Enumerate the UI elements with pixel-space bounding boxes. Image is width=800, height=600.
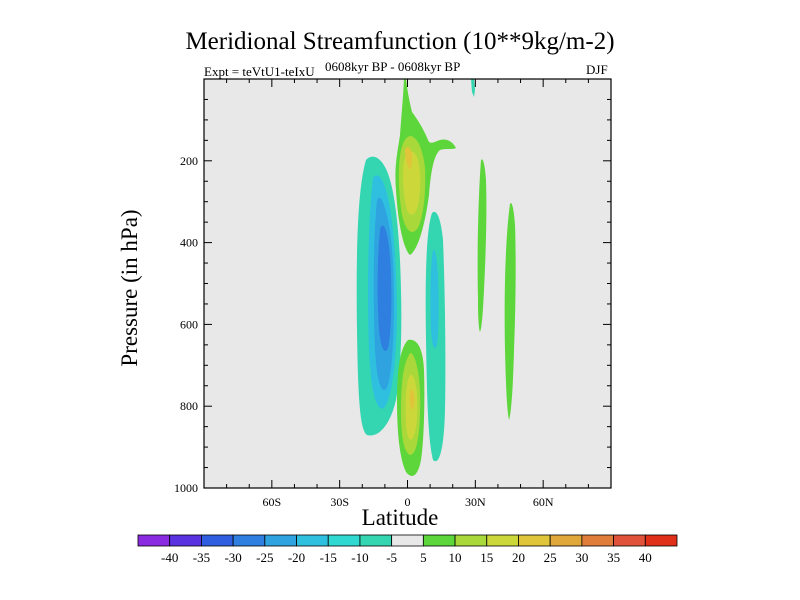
- y-tick-label: 1000: [174, 481, 198, 495]
- colorbar-swatch: [169, 534, 202, 547]
- colorbar-swatch: [613, 534, 646, 547]
- colorbar-label: -10: [351, 550, 368, 565]
- y-tick-label: 800: [180, 399, 198, 413]
- colorbar-label: 10: [449, 550, 462, 565]
- x-tick-label: 60N: [533, 495, 554, 509]
- colorbar-swatch: [422, 534, 456, 547]
- x-tick-label: 30N: [465, 495, 486, 509]
- lower-positive-cell: [397, 339, 425, 476]
- colorbar-label: 35: [607, 550, 620, 565]
- colorbar-swatch: [549, 534, 583, 547]
- season-label: DJF: [586, 62, 608, 77]
- period-label: 0608kyr BP - 0608kyr BP: [325, 59, 461, 74]
- colorbar-swatch: [454, 534, 488, 547]
- experiment-label: Expt = teVtU1-teIxU: [204, 64, 315, 79]
- colorbar-label: 5: [420, 550, 427, 565]
- colorbar: -40 -35 -30 -25 -20 -15 -10 -5 5 10 15 20 25 30 35 40: [137, 534, 678, 565]
- x-tick-label: 60S: [262, 495, 281, 509]
- southern-negative-cell: [356, 156, 402, 436]
- chart-title: Meridional Streamfunction (10**9kg/m-2): [185, 28, 615, 55]
- colorbar-label: -5: [386, 550, 397, 565]
- colorbar-swatch: [644, 534, 678, 547]
- colorbar-swatch: [359, 534, 393, 547]
- colorbar-swatch: [232, 534, 266, 547]
- colorbar-swatch: [327, 534, 361, 547]
- y-tick-label: 600: [180, 317, 198, 331]
- upper-positive-cell: [395, 79, 456, 255]
- colorbar-label: -15: [320, 550, 337, 565]
- colorbar-label: -35: [193, 550, 210, 565]
- colorbar-swatch: [296, 534, 329, 547]
- colorbar-label: 40: [639, 550, 652, 565]
- axes: 60S 30S 0 30N 60N 200 400 600 800 1000: [174, 78, 612, 509]
- colorbar-label: -40: [161, 550, 178, 565]
- colorbar-label: -30: [224, 550, 241, 565]
- colorbar-swatch: [518, 534, 551, 547]
- colorbar-swatch: [486, 534, 519, 547]
- colorbar-swatch: [137, 534, 171, 547]
- y-tick-label: 200: [180, 154, 198, 168]
- contour-fields: [356, 79, 516, 476]
- colorbar-swatch: [581, 534, 614, 547]
- colorbar-label: 20: [512, 550, 525, 565]
- y-axis-label: Pressure (in hPa): [117, 209, 142, 367]
- subtropical-positive-bands: [471, 79, 516, 420]
- northern-negative-cell: [425, 211, 446, 462]
- x-tick-label: 0: [405, 495, 411, 509]
- colorbar-swatch: [391, 534, 424, 547]
- colorbar-label: 25: [544, 550, 557, 565]
- colorbar-label: 30: [575, 550, 588, 565]
- x-axis-label: Latitude: [361, 505, 439, 530]
- colorbar-label: -20: [288, 550, 305, 565]
- x-tick-label: 30S: [330, 495, 349, 509]
- colorbar-swatch: [264, 534, 297, 547]
- colorbar-label: 15: [480, 550, 493, 565]
- y-tick-label: 400: [180, 236, 198, 250]
- colorbar-label: -25: [256, 550, 273, 565]
- colorbar-swatch: [201, 534, 234, 547]
